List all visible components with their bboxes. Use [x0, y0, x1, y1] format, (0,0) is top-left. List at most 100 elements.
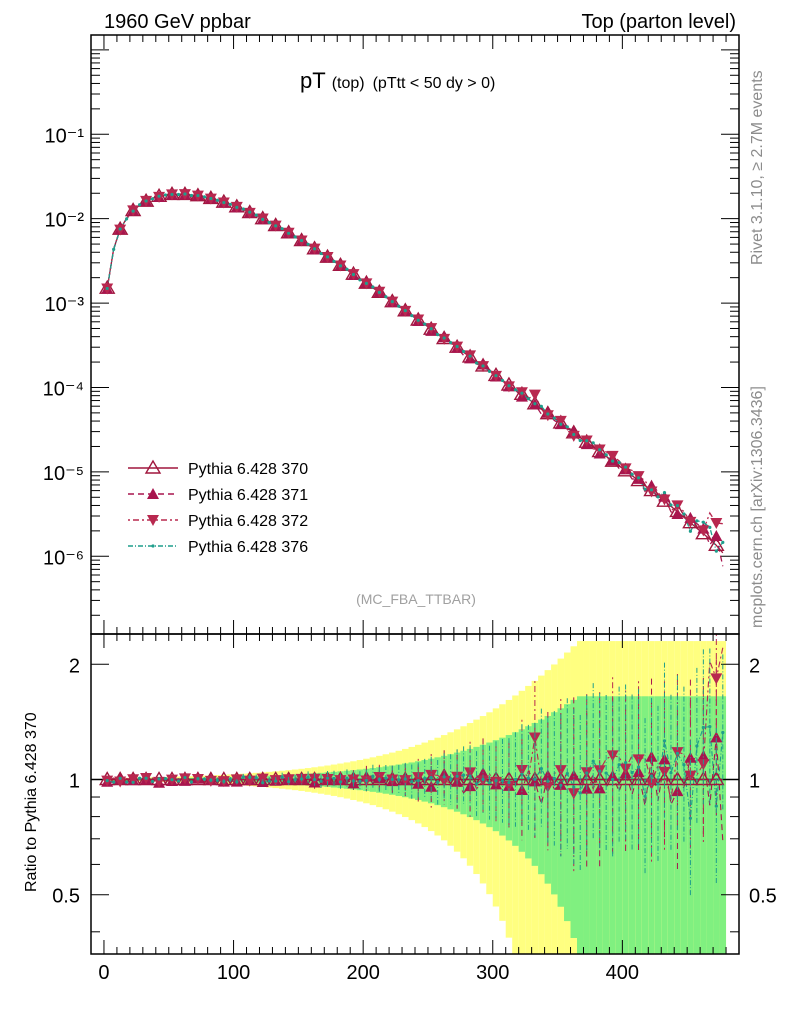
- ratio-point-pythia-6-428-376: [624, 761, 628, 765]
- point-pythia-6-428-376: [416, 318, 420, 322]
- x-tick-label: 300: [476, 962, 509, 984]
- point-pythia-6-428-376: [662, 491, 667, 495]
- ratio-point-pythia-6-428-371: [710, 731, 723, 743]
- point-pythia-6-428-376: [390, 300, 394, 304]
- ratio-point-pythia-6-428-376: [462, 773, 466, 777]
- analysis-watermark: (MC_FBA_TTBAR): [356, 591, 476, 607]
- ratio-point-pythia-6-428-376: [416, 778, 420, 783]
- x-tick-label: 200: [346, 962, 379, 984]
- ratio-point-pythia-6-428-376: [513, 777, 518, 782]
- point-pythia-6-428-376: [617, 460, 621, 465]
- point-pythia-6-428-376: [598, 448, 602, 452]
- point-pythia-6-428-376: [539, 404, 543, 408]
- ratio-point-pythia-6-428-376: [306, 775, 310, 779]
- ratio-point-pythia-6-428-371: [425, 780, 438, 792]
- series-markers: [98, 185, 725, 897]
- point-pythia-6-428-376: [468, 354, 472, 358]
- ratio-point-pythia-6-428-376: [630, 771, 634, 775]
- ratio-point-pythia-6-428-376: [183, 775, 187, 780]
- ratio-point-pythia-6-428-376: [611, 777, 615, 782]
- ratio-point-pythia-6-428-372: [658, 766, 671, 778]
- ratio-point-pythia-6-428-372: [645, 778, 658, 790]
- point-pythia-6-428-376: [572, 432, 576, 437]
- ratio-point-pythia-6-428-376: [254, 776, 258, 780]
- main-y-tick-label: 10⁻³: [45, 294, 85, 316]
- ratio-point-pythia-6-428-376: [293, 778, 297, 782]
- ratio-point-pythia-6-428-376: [312, 777, 317, 782]
- point-pythia-6-428-376: [397, 304, 401, 308]
- ratio-panel-frame: [90, 633, 740, 955]
- ratio-point-pythia-6-428-372: [528, 732, 541, 744]
- legend-label-pythia-6-428-372: Pythia 6.428 372: [188, 513, 308, 530]
- ratio-point-pythia-6-428-376: [455, 774, 459, 778]
- point-pythia-6-428-376: [585, 439, 589, 443]
- ratio-point-pythia-6-428-376: [138, 776, 142, 780]
- point-pythia-6-428-376: [228, 202, 232, 206]
- point-pythia-6-428-376: [721, 540, 725, 545]
- band-green: [706, 696, 714, 954]
- point-pythia-6-428-376: [604, 453, 608, 457]
- point-pythia-6-428-376: [474, 361, 479, 365]
- point-pythia-6-428-376: [280, 227, 284, 231]
- point-pythia-6-428-372: [619, 463, 632, 475]
- ratio-point-pythia-6-428-376: [338, 780, 343, 784]
- point-pythia-6-428-376: [565, 425, 569, 429]
- point-pythia-6-428-376: [442, 336, 446, 340]
- ratio-point-pythia-6-428-376: [345, 776, 349, 780]
- point-pythia-6-428-376: [125, 217, 129, 221]
- ratio-line-pythia-6-428-371: [107, 737, 724, 842]
- ratio-uncertainty-bands: [103, 641, 727, 954]
- plot-title-main: pT: [300, 68, 326, 93]
- ratio-point-pythia-6-428-372: [127, 774, 140, 786]
- point-pythia-6-428-376: [170, 192, 174, 197]
- plot-title-cut: (pTtt < 50 dy > 0): [373, 75, 496, 92]
- rivet-label: Rivet 3.1.10, ≥ 2.7M events: [749, 70, 766, 265]
- point-pythia-6-428-376: [688, 529, 693, 533]
- point-pythia-6-428-376: [189, 193, 194, 198]
- ratio-point-pythia-6-428-376: [526, 776, 531, 780]
- ratio-point-pythia-6-428-376: [468, 774, 472, 778]
- ratio-point-pythia-6-428-376: [222, 779, 226, 784]
- legend-label-pythia-6-428-376: Pythia 6.428 376: [188, 539, 308, 556]
- point-pythia-6-428-376: [436, 333, 440, 337]
- legend-marker-pythia-6-428-376: [151, 544, 155, 548]
- point-pythia-6-428-376: [682, 512, 686, 516]
- ratio-point-pythia-6-428-376: [150, 779, 155, 784]
- ratio-point-pythia-6-428-376: [248, 775, 252, 779]
- point-pythia-6-428-376: [163, 193, 168, 197]
- point-pythia-6-428-376: [533, 402, 537, 406]
- point-pythia-6-428-372: [684, 516, 697, 528]
- band-green: [700, 696, 707, 954]
- ratio-point-pythia-6-428-376: [572, 785, 576, 789]
- ratio-point-pythia-6-428-376: [228, 777, 232, 782]
- ratio-point-pythia-6-428-371: [515, 784, 528, 796]
- ratio-point-pythia-6-428-372: [425, 769, 438, 781]
- point-pythia-6-428-372: [541, 410, 554, 422]
- ratio-point-pythia-6-428-376: [662, 739, 667, 743]
- ratio-point-pythia-6-428-376: [669, 771, 673, 775]
- ratio-point-pythia-6-428-371: [671, 785, 684, 797]
- mcplots-label: mcplots.cern.ch [arXiv:1306.3436]: [749, 386, 766, 628]
- ratio-point-pythia-6-428-372: [114, 776, 127, 788]
- point-pythia-6-428-376: [371, 285, 375, 289]
- ratio-point-pythia-6-428-372: [684, 770, 697, 782]
- ratio-point-pythia-6-428-376: [358, 779, 362, 783]
- ratio-point-pythia-6-428-376: [636, 765, 641, 769]
- ratio-point-pythia-6-428-372: [697, 759, 710, 771]
- ratio-point-pythia-6-428-376: [682, 763, 686, 767]
- point-pythia-6-428-376: [559, 422, 563, 426]
- ratio-point-pythia-6-428-376: [695, 744, 699, 748]
- point-pythia-6-428-376: [202, 195, 206, 199]
- point-pythia-6-428-372: [658, 494, 671, 506]
- ratio-point-pythia-6-428-376: [131, 780, 135, 784]
- ratio-point-pythia-6-428-376: [397, 778, 401, 782]
- ratio-point-pythia-6-428-376: [552, 776, 556, 780]
- legend-marker-pythia-6-428-370: [144, 459, 162, 474]
- legend-label-pythia-6-428-370: Pythia 6.428 370: [188, 461, 308, 478]
- ratio-point-pythia-6-428-376: [202, 777, 206, 781]
- point-pythia-6-428-376: [138, 203, 142, 207]
- ratio-y-tick-label-right: 1: [749, 771, 760, 793]
- point-pythia-6-428-376: [462, 349, 466, 354]
- ratio-point-pythia-6-428-376: [675, 751, 680, 755]
- ratio-point-pythia-6-428-376: [714, 804, 718, 808]
